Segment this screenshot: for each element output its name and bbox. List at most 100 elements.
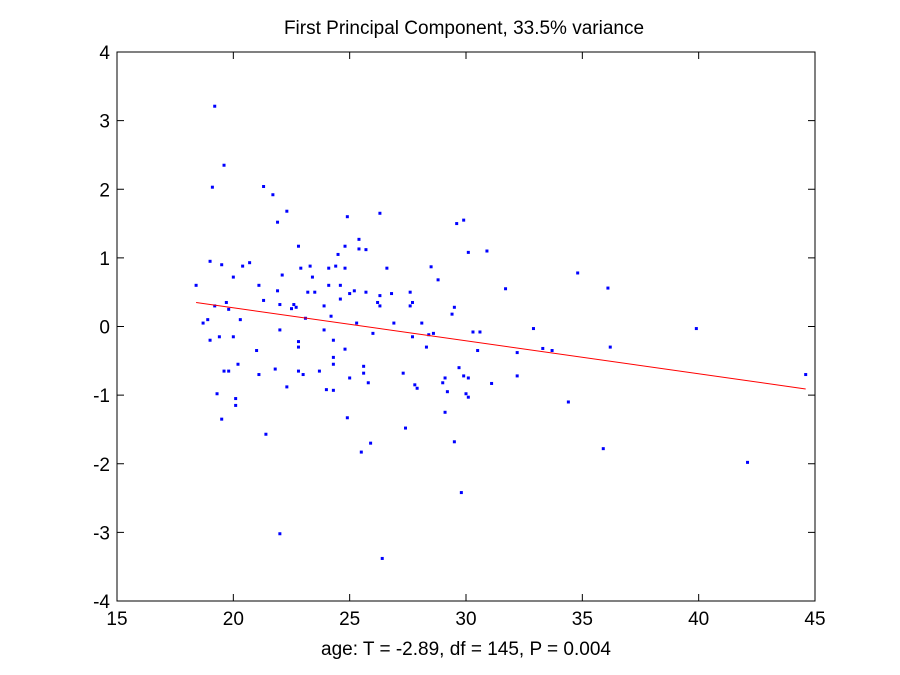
data-point [380,556,384,560]
data-point [278,303,282,307]
chart-title: First Principal Component, 33.5% varianc… [284,18,644,39]
data-point [392,321,396,325]
data-point [694,327,698,331]
x-tick-label: 45 [804,609,825,630]
data-point [241,264,245,268]
data-point [278,328,282,332]
data-point [401,371,405,375]
data-point [576,271,580,275]
data-point [355,321,359,325]
data-point [285,385,289,389]
y-tick-label: 0 [99,318,110,339]
data-point [515,374,519,378]
data-point [362,364,366,368]
data-point [210,185,214,189]
data-point [476,349,480,353]
data-point [343,244,347,248]
data-point [280,273,284,277]
data-point [331,388,335,392]
data-point [327,266,331,270]
data-point [296,369,300,373]
data-point [206,318,210,322]
data-point [390,292,394,296]
y-tick-label: -1 [93,386,110,407]
data-point [343,347,347,351]
data-point [462,218,466,222]
data-point [348,376,352,380]
data-point [357,247,361,251]
data-point [201,321,205,325]
data-points [194,104,808,560]
data-point [450,312,454,316]
data-point [327,283,331,287]
data-point [296,340,300,344]
data-point [257,283,261,287]
data-point [234,397,238,401]
data-point [348,292,352,296]
data-point [331,355,335,359]
data-point [238,318,242,322]
data-point [296,345,300,349]
data-point [371,331,375,335]
data-point [231,275,235,279]
data-point [601,447,605,451]
data-point [531,327,535,331]
data-point [408,290,412,294]
data-point [334,264,338,268]
data-point [466,376,470,380]
data-point [222,369,226,373]
y-tick-label: -2 [93,455,110,476]
data-point [550,349,554,353]
data-point [308,264,312,268]
data-point [504,287,508,291]
data-point [285,209,289,213]
data-point [262,298,266,302]
data-point [404,426,408,430]
data-point [443,410,447,414]
data-point [301,373,305,377]
data-point [466,395,470,399]
data-point [317,369,321,373]
data-point [385,266,389,270]
data-point [441,381,445,385]
y-tick-label: 1 [99,249,110,270]
data-point [408,304,412,308]
data-point [208,338,212,342]
data-point [343,266,347,270]
x-tick-label: 25 [339,609,360,630]
data-point [262,185,266,189]
data-point [378,211,382,215]
data-point [224,300,228,304]
data-point [213,104,217,108]
data-point [436,278,440,282]
data-point [424,345,428,349]
data-point [276,289,280,293]
axis-ticks [116,51,816,602]
data-point [292,303,296,307]
data-point [324,388,328,392]
data-point [378,304,382,308]
data-point [322,328,326,332]
data-point [445,390,449,394]
y-tick-label: -3 [93,523,110,544]
data-point [329,314,333,318]
data-point [431,331,435,335]
data-point [331,338,335,342]
data-point [366,381,370,385]
x-tick-label: 20 [223,609,244,630]
data-point [336,252,340,256]
data-point [271,193,275,197]
x-axis-label: age: T = -2.89, df = 145, P = 0.004 [321,639,611,660]
data-point [227,369,231,373]
data-point [378,294,382,298]
x-tick-labels: 15 20 25 30 35 40 45 [106,609,825,630]
data-point [257,373,261,377]
data-point [338,283,342,287]
data-point [410,335,414,339]
y-tick-label: 2 [99,180,110,201]
data-point [455,222,459,226]
data-point [485,249,489,253]
data-point [376,300,380,304]
data-point [234,403,238,407]
